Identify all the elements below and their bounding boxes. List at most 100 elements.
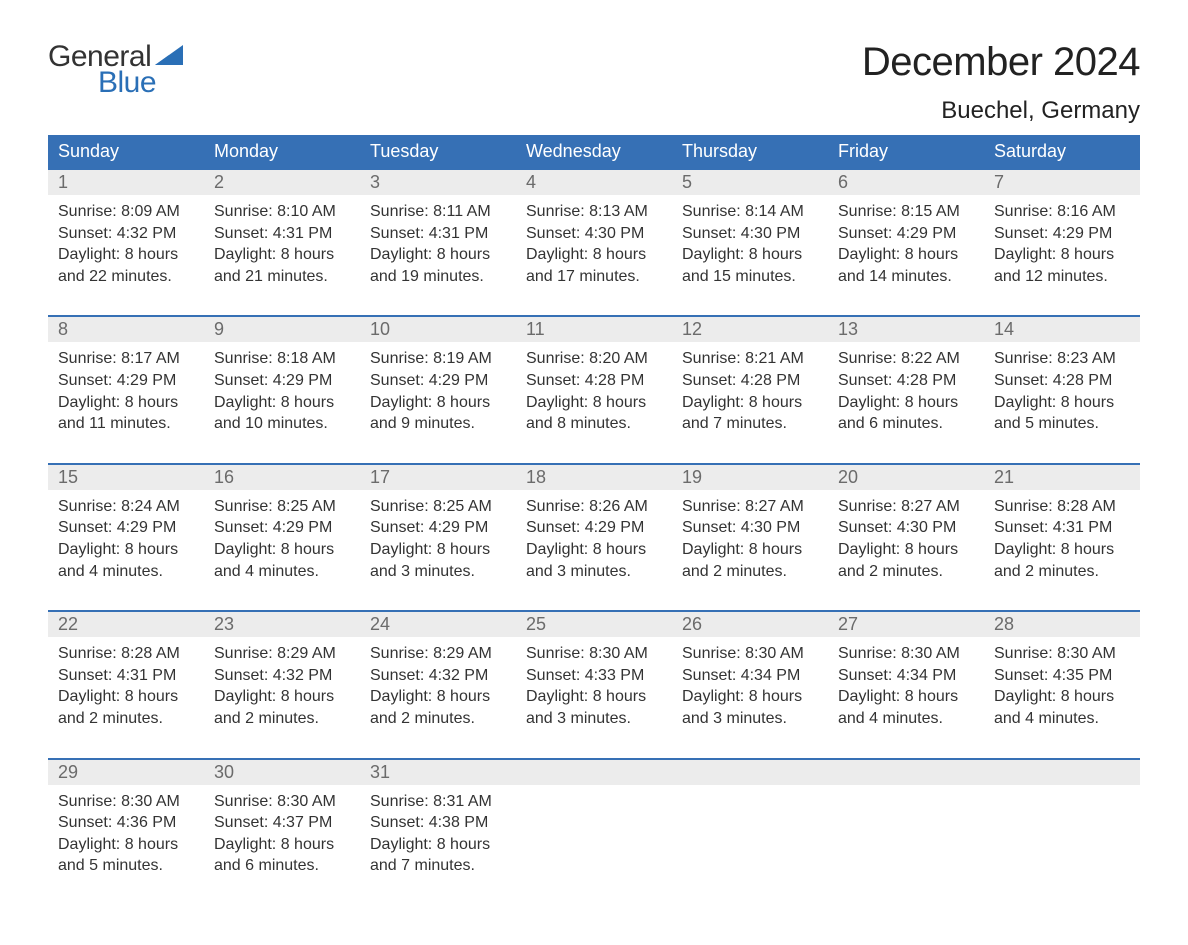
- day-sunset: Sunset: 4:31 PM: [214, 223, 350, 245]
- day-number: 5: [672, 170, 828, 195]
- logo-triangle-icon: [155, 45, 183, 70]
- day-dl2: and 21 minutes.: [214, 266, 350, 288]
- day-sunset: Sunset: 4:34 PM: [682, 665, 818, 687]
- day-dl1: Daylight: 8 hours: [370, 539, 506, 561]
- day-sunset: Sunset: 4:37 PM: [214, 812, 350, 834]
- day-sunrise: Sunrise: 8:28 AM: [58, 643, 194, 665]
- day-dl2: and 3 minutes.: [526, 561, 662, 583]
- day-sunrise: Sunrise: 8:27 AM: [838, 496, 974, 518]
- day-dl1: Daylight: 8 hours: [214, 392, 350, 414]
- day-sunset: Sunset: 4:31 PM: [58, 665, 194, 687]
- day-cell: Sunrise: 8:25 AMSunset: 4:29 PMDaylight:…: [360, 490, 516, 592]
- day-dl2: and 7 minutes.: [370, 855, 506, 877]
- day-dl1: Daylight: 8 hours: [994, 244, 1130, 266]
- day-cell: [516, 785, 672, 887]
- day-header-wednesday: Wednesday: [516, 135, 672, 168]
- day-number: 11: [516, 317, 672, 342]
- daynum-row: 15161718192021: [48, 465, 1140, 490]
- day-sunrise: Sunrise: 8:24 AM: [58, 496, 194, 518]
- location-label: Buechel, Germany: [862, 97, 1140, 125]
- day-cell: [672, 785, 828, 887]
- day-header-thursday: Thursday: [672, 135, 828, 168]
- day-dl2: and 15 minutes.: [682, 266, 818, 288]
- day-sunset: Sunset: 4:29 PM: [370, 370, 506, 392]
- day-dl2: and 10 minutes.: [214, 413, 350, 435]
- day-dl2: and 6 minutes.: [214, 855, 350, 877]
- month-title: December 2024: [862, 40, 1140, 85]
- day-cell: Sunrise: 8:10 AMSunset: 4:31 PMDaylight:…: [204, 195, 360, 297]
- day-cell: Sunrise: 8:19 AMSunset: 4:29 PMDaylight:…: [360, 342, 516, 444]
- day-cell: Sunrise: 8:14 AMSunset: 4:30 PMDaylight:…: [672, 195, 828, 297]
- day-sunset: Sunset: 4:36 PM: [58, 812, 194, 834]
- day-cell: Sunrise: 8:30 AMSunset: 4:35 PMDaylight:…: [984, 637, 1140, 739]
- day-cell: Sunrise: 8:30 AMSunset: 4:34 PMDaylight:…: [828, 637, 984, 739]
- day-dl2: and 3 minutes.: [682, 708, 818, 730]
- day-cell: Sunrise: 8:23 AMSunset: 4:28 PMDaylight:…: [984, 342, 1140, 444]
- day-dl1: Daylight: 8 hours: [214, 539, 350, 561]
- day-sunset: Sunset: 4:28 PM: [526, 370, 662, 392]
- day-number: 12: [672, 317, 828, 342]
- day-dl2: and 17 minutes.: [526, 266, 662, 288]
- day-number: 29: [48, 760, 204, 785]
- day-sunset: Sunset: 4:32 PM: [370, 665, 506, 687]
- calendar-week: 15161718192021 Sunrise: 8:24 AM Sunset: 4:…: [48, 463, 1140, 592]
- day-cell: Sunrise: 8:13 AMSunset: 4:30 PMDaylight:…: [516, 195, 672, 297]
- day-sunset: Sunset: 4:28 PM: [838, 370, 974, 392]
- day-cell: Sunrise: 8:26 AMSunset: 4:29 PMDaylight:…: [516, 490, 672, 592]
- day-dl1: Daylight: 8 hours: [214, 834, 350, 856]
- day-dl2: and 2 minutes.: [682, 561, 818, 583]
- day-header-monday: Monday: [204, 135, 360, 168]
- day-dl1: Daylight: 8 hours: [58, 539, 194, 561]
- day-cell: Sunrise: 8:11 AMSunset: 4:31 PMDaylight:…: [360, 195, 516, 297]
- daynum-row: 293031: [48, 760, 1140, 785]
- day-number: 10: [360, 317, 516, 342]
- day-dl2: and 6 minutes.: [838, 413, 974, 435]
- day-sunrise: Sunrise: 8:17 AM: [58, 348, 194, 370]
- day-dl2: and 4 minutes.: [994, 708, 1130, 730]
- day-dl1: Daylight: 8 hours: [370, 686, 506, 708]
- day-sunrise: Sunrise: 8:30 AM: [838, 643, 974, 665]
- day-dl1: Daylight: 8 hours: [838, 392, 974, 414]
- day-cell: Sunrise: 8:30 AMSunset: 4:33 PMDaylight:…: [516, 637, 672, 739]
- day-number: 25: [516, 612, 672, 637]
- day-dl1: Daylight: 8 hours: [526, 392, 662, 414]
- day-cell: Sunrise: 8:29 AMSunset: 4:32 PMDaylight:…: [204, 637, 360, 739]
- day-cell: Sunrise: 8:22 AMSunset: 4:28 PMDaylight:…: [828, 342, 984, 444]
- day-dl1: Daylight: 8 hours: [526, 539, 662, 561]
- day-cell: Sunrise: 8:20 AMSunset: 4:28 PMDaylight:…: [516, 342, 672, 444]
- day-sunrise: Sunrise: 8:29 AM: [370, 643, 506, 665]
- day-number: [828, 760, 984, 785]
- day-cell: Sunrise: 8:25 AMSunset: 4:29 PMDaylight:…: [204, 490, 360, 592]
- day-dl2: and 14 minutes.: [838, 266, 974, 288]
- day-dl2: and 4 minutes.: [58, 561, 194, 583]
- day-number: 22: [48, 612, 204, 637]
- day-number: 19: [672, 465, 828, 490]
- day-sunrise: Sunrise: 8:25 AM: [214, 496, 350, 518]
- day-sunset: Sunset: 4:31 PM: [370, 223, 506, 245]
- day-number: [984, 760, 1140, 785]
- day-dl2: and 22 minutes.: [58, 266, 194, 288]
- day-number: 9: [204, 317, 360, 342]
- day-sunset: Sunset: 4:30 PM: [682, 223, 818, 245]
- weeks-container: 1234567Sunrise: 8:09 AMSunset: 4:32 PMDa…: [48, 168, 1140, 887]
- day-cell: Sunrise: 8:28 AMSunset: 4:31 PMDaylight:…: [984, 490, 1140, 592]
- day-dl1: Daylight: 8 hours: [838, 244, 974, 266]
- daynum-row: 891011121314: [48, 317, 1140, 342]
- day-sunrise: Sunrise: 8:22 AM: [838, 348, 974, 370]
- day-sunset: Sunset: 4:30 PM: [838, 517, 974, 539]
- day-sunset: Sunset: 4:29 PM: [214, 370, 350, 392]
- day-header-sunday: Sunday: [48, 135, 204, 168]
- day-sunset: Sunset: 4:29 PM: [526, 517, 662, 539]
- day-sunset: Sunset: 4:31 PM: [994, 517, 1130, 539]
- day-number: 23: [204, 612, 360, 637]
- day-number: 31: [360, 760, 516, 785]
- day-sunrise: Sunrise: 8:16 AM: [994, 201, 1130, 223]
- day-dl1: Daylight: 8 hours: [370, 834, 506, 856]
- day-cell: Sunrise: 8:18 AMSunset: 4:29 PMDaylight:…: [204, 342, 360, 444]
- title-block: December 2024 Buechel, Germany: [862, 40, 1140, 125]
- day-dl1: Daylight: 8 hours: [838, 686, 974, 708]
- day-dl1: Daylight: 8 hours: [994, 686, 1130, 708]
- day-dl2: and 5 minutes.: [58, 855, 194, 877]
- page-header: General Blue December 2024 Buechel, Germ…: [48, 40, 1140, 125]
- day-sunset: Sunset: 4:38 PM: [370, 812, 506, 834]
